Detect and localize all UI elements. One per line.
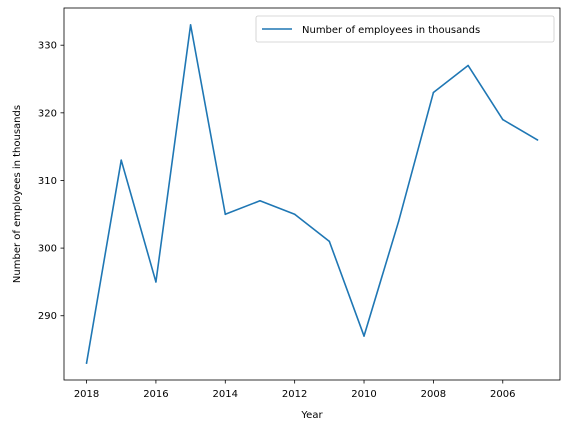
y-tick-label: 290 [38,311,57,322]
series-line [85,24,539,364]
x-tick-label: 2016 [143,389,168,400]
data-point [432,91,435,94]
x-tick-label: 2008 [421,389,446,400]
data-point [259,199,261,202]
data-point [467,64,469,67]
x-axis-ticks: 2018 2016 2014 2012 2010 2008 2006 [74,380,515,400]
data-point [224,213,227,216]
series-layer [85,24,539,364]
x-axis-label: Year [300,410,323,421]
y-axis-label: Number of employees in thousands [12,105,23,283]
y-tick-label: 330 [38,41,57,52]
legend: Number of employees in thousands [255,15,555,43]
data-point [536,139,539,141]
data-point [120,159,123,161]
x-tick-label: 2012 [282,389,307,400]
y-tick-label: 300 [38,244,57,255]
x-tick-label: 2014 [213,389,238,400]
data-point [155,281,157,283]
data-point [85,362,88,364]
data-point [501,118,504,121]
legend-box [255,15,555,43]
y-axis-ticks: 290 300 310 320 330 [38,41,64,322]
legend-label: Number of employees in thousands [302,25,480,36]
data-point [328,240,331,243]
x-tick-label: 2006 [490,389,515,400]
y-tick-label: 310 [38,176,57,187]
x-tick-label: 2010 [351,389,376,400]
y-tick-label: 320 [38,108,57,119]
data-point [397,220,400,222]
data-point [293,213,296,216]
plot-area [63,7,561,381]
data-point [189,24,192,26]
x-tick-label: 2018 [74,389,99,400]
data-point [363,335,365,337]
